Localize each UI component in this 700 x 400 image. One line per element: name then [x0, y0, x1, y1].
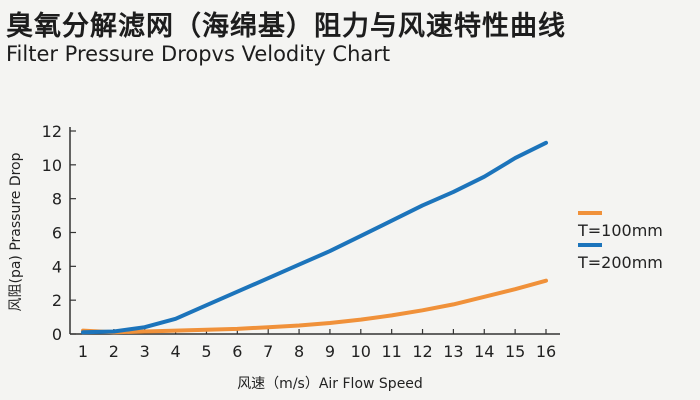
x-tick-label: 12 [412, 342, 432, 361]
x-tick-label: 11 [381, 342, 401, 361]
x-tick-label: 13 [443, 342, 463, 361]
x-tick-label: 7 [263, 342, 273, 361]
y-tick-label: 2 [52, 291, 62, 310]
x-tick-label: 16 [536, 342, 556, 361]
y-tick-label: 8 [52, 190, 62, 209]
x-tick-label: 5 [201, 342, 211, 361]
legend-label: T=100mm [577, 221, 663, 240]
x-tick-label: 2 [109, 342, 119, 361]
chart-title-english: Filter Pressure Dropvs Velodity Chart [6, 42, 391, 66]
y-tick-label: 10 [42, 156, 62, 175]
x-tick-label: 9 [325, 342, 335, 361]
series-line-t200mm [81, 140, 548, 335]
y-tick-label: 4 [52, 257, 62, 276]
x-tick-label: 4 [171, 342, 181, 361]
x-tick-label: 8 [294, 342, 304, 361]
x-tick-label: 14 [474, 342, 494, 361]
y-tick-label: 12 [42, 122, 62, 141]
y-tick-label: 0 [52, 325, 62, 344]
chart-axes [69, 127, 560, 335]
legend-label: T=200mm [577, 253, 663, 272]
chart-series-lines [81, 140, 548, 335]
x-axis-label: 风速（m/s）Air Flow Speed [237, 376, 423, 392]
chart-title-chinese: 臭氧分解滤网（海绵基）阻力与风速特性曲线 [6, 11, 566, 42]
series-line-t100mm [81, 278, 548, 335]
x-tick-label: 10 [351, 342, 371, 361]
x-tick-label: 6 [232, 342, 242, 361]
x-tick-label: 1 [78, 342, 88, 361]
x-axis-ticks: 1 2 3 4 5 6 7 8 9 10 11 12 13 14 15 16 [78, 329, 556, 361]
chart-legend: T=100mm T=200mm [577, 211, 663, 272]
y-tick-label: 6 [52, 224, 62, 243]
x-tick-label: 3 [140, 342, 150, 361]
y-axis-ticks: 0 2 4 6 8 10 12 [42, 122, 76, 344]
x-tick-label: 15 [505, 342, 525, 361]
y-axis-label: 风阻(pa) Prassure Drop [8, 152, 24, 311]
